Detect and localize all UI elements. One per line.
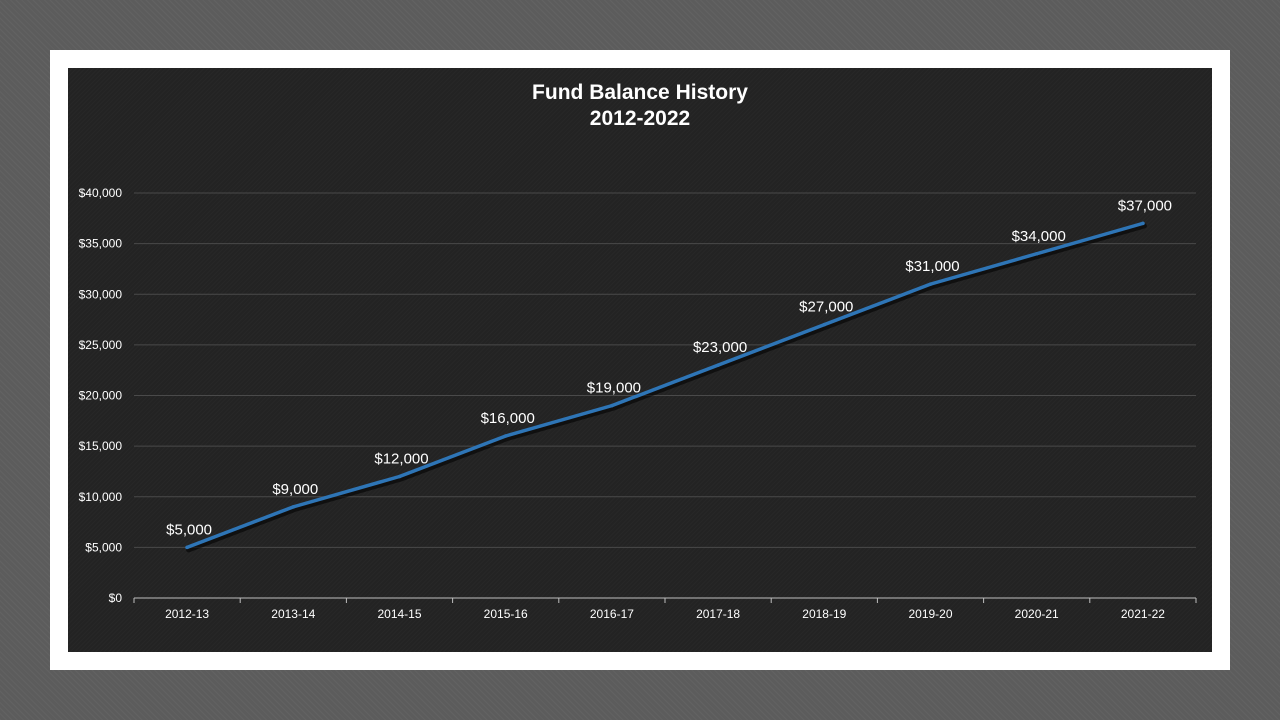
x-tick-label: 2012-13 bbox=[165, 607, 209, 621]
data-point bbox=[291, 505, 296, 509]
data-point bbox=[185, 545, 189, 550]
chart-title: Fund Balance History bbox=[532, 81, 748, 104]
x-tick-label: 2018-19 bbox=[802, 607, 846, 621]
series-line bbox=[185, 221, 1145, 550]
data-point bbox=[716, 363, 720, 367]
line-chart-plot: $0 $5,000 $10,000 $15,000 $20,000 $25,000 $30,… bbox=[79, 186, 1197, 621]
data-label: $5,000 bbox=[166, 521, 212, 538]
data-label: $37,000 bbox=[1118, 197, 1172, 214]
y-tick-label: $15,000 bbox=[79, 439, 123, 453]
x-tick-label: 2015-16 bbox=[484, 607, 528, 621]
data-label: $9,000 bbox=[272, 481, 318, 498]
chart-area: Fund Balance History 2012-2022 $0 $5,000 $… bbox=[68, 68, 1212, 652]
y-tick-label: $35,000 bbox=[79, 237, 123, 251]
y-tick-label: $0 bbox=[109, 591, 123, 605]
data-label: $23,000 bbox=[693, 339, 747, 356]
chart-title-block: Fund Balance History 2012-2022 bbox=[68, 80, 1212, 132]
x-tick-label: 2021-22 bbox=[1121, 607, 1165, 621]
y-tick-label: $25,000 bbox=[79, 338, 123, 352]
data-point bbox=[1141, 221, 1145, 226]
data-label: $12,000 bbox=[374, 451, 428, 468]
data-label: $19,000 bbox=[587, 380, 641, 397]
data-point bbox=[928, 282, 933, 286]
data-label: $34,000 bbox=[1012, 228, 1066, 245]
y-tick-label: $40,000 bbox=[79, 186, 123, 200]
y-tick-label: $30,000 bbox=[79, 287, 123, 301]
x-tick-label: 2017-18 bbox=[696, 607, 740, 621]
data-label: $16,000 bbox=[481, 410, 535, 427]
y-tick-label: $20,000 bbox=[79, 389, 123, 403]
data-point bbox=[610, 403, 614, 408]
y-tick-label: $10,000 bbox=[79, 490, 123, 504]
x-tick-label: 2020-21 bbox=[1015, 607, 1059, 621]
series-line-shadow bbox=[186, 223, 1147, 553]
x-tick-label: 2016-17 bbox=[590, 607, 634, 621]
y-tick-label: $5,000 bbox=[85, 540, 122, 554]
chart-subtitle: 2012-2022 bbox=[589, 107, 691, 130]
x-tick-label: 2013-14 bbox=[271, 607, 315, 621]
data-point bbox=[503, 434, 508, 438]
x-tick-label: 2014-15 bbox=[377, 607, 421, 621]
x-tick-label: 2019-20 bbox=[908, 607, 952, 621]
data-point bbox=[397, 474, 402, 479]
slide-frame: Fund Balance History 2012-2022 $0 $5,000 $… bbox=[50, 50, 1230, 670]
data-point bbox=[1034, 251, 1039, 256]
data-label: $31,000 bbox=[905, 258, 959, 275]
data-label: $27,000 bbox=[799, 299, 853, 316]
data-point bbox=[822, 322, 827, 327]
